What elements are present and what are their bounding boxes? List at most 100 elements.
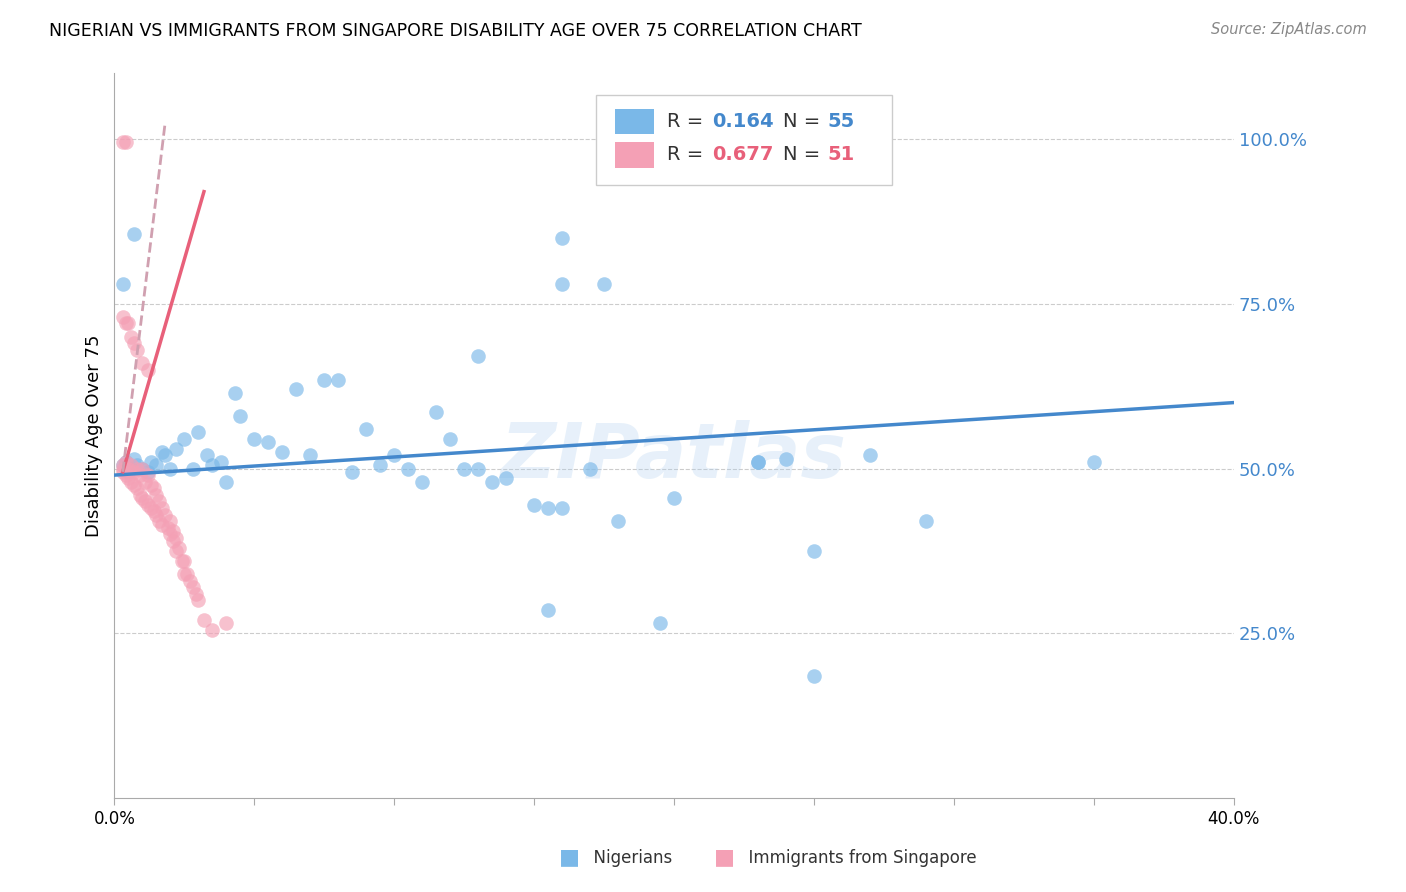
Point <box>439 432 461 446</box>
Point <box>159 461 181 475</box>
Point <box>173 566 195 581</box>
Point <box>224 385 246 400</box>
Point <box>523 498 546 512</box>
Point <box>114 455 136 469</box>
Point <box>165 442 187 456</box>
Point <box>120 329 142 343</box>
Point <box>128 468 150 483</box>
Bar <box>614 109 654 135</box>
Point <box>775 451 797 466</box>
Point <box>150 517 173 532</box>
Point <box>425 405 447 419</box>
Point <box>368 458 391 473</box>
Point <box>342 465 364 479</box>
Point <box>176 566 198 581</box>
Point <box>117 471 139 485</box>
Bar <box>614 142 654 168</box>
Point <box>162 534 184 549</box>
Point <box>145 458 167 473</box>
Point <box>125 461 148 475</box>
Point <box>139 455 162 469</box>
Point <box>167 541 190 555</box>
Point <box>125 458 148 473</box>
Point <box>136 468 159 483</box>
Point <box>111 310 134 324</box>
Point <box>122 227 145 242</box>
Point <box>131 491 153 506</box>
Text: ■: ■ <box>560 847 579 867</box>
Point <box>382 448 405 462</box>
Point <box>201 623 224 637</box>
FancyBboxPatch shape <box>596 95 893 186</box>
Point <box>131 461 153 475</box>
Point <box>173 432 195 446</box>
Text: ■: ■ <box>714 847 734 867</box>
Point <box>131 461 153 475</box>
Point <box>209 455 232 469</box>
Point <box>114 455 136 469</box>
Point <box>481 475 503 489</box>
Point <box>170 554 193 568</box>
Point <box>299 448 322 462</box>
Point <box>125 343 148 357</box>
Point <box>607 514 630 528</box>
Text: 51: 51 <box>828 145 855 164</box>
Point <box>139 478 162 492</box>
Point <box>139 501 162 516</box>
Point <box>128 488 150 502</box>
Point <box>114 317 136 331</box>
Point <box>859 448 882 462</box>
Point <box>159 527 181 541</box>
Text: N =: N = <box>783 145 827 164</box>
Point <box>150 445 173 459</box>
Point <box>122 478 145 492</box>
Point <box>495 471 517 485</box>
Point <box>173 554 195 568</box>
Point <box>114 135 136 149</box>
Point <box>156 521 179 535</box>
Point <box>159 514 181 528</box>
Point <box>134 475 156 489</box>
Point <box>195 448 218 462</box>
Point <box>148 514 170 528</box>
Text: NIGERIAN VS IMMIGRANTS FROM SINGAPORE DISABILITY AGE OVER 75 CORRELATION CHART: NIGERIAN VS IMMIGRANTS FROM SINGAPORE DI… <box>49 22 862 40</box>
Point <box>120 461 142 475</box>
Point <box>747 455 769 469</box>
Point <box>122 451 145 466</box>
Point <box>150 501 173 516</box>
Point <box>187 593 209 607</box>
Point <box>229 409 252 423</box>
Point <box>411 475 433 489</box>
Point <box>803 669 825 683</box>
Point <box>136 362 159 376</box>
Point <box>120 458 142 473</box>
Point <box>215 616 238 631</box>
Point <box>122 465 145 479</box>
Point <box>467 350 489 364</box>
Point <box>165 531 187 545</box>
Point <box>1083 455 1105 469</box>
Point <box>162 524 184 538</box>
Point <box>111 461 134 475</box>
Point <box>142 481 165 495</box>
Point <box>120 475 142 489</box>
Text: N =: N = <box>783 112 827 131</box>
Point <box>803 544 825 558</box>
Point <box>537 501 560 516</box>
Point <box>184 587 207 601</box>
Text: R =: R = <box>668 112 710 131</box>
Point <box>747 455 769 469</box>
Text: Immigrants from Singapore: Immigrants from Singapore <box>738 849 977 867</box>
Point <box>136 465 159 479</box>
Point <box>142 504 165 518</box>
Point <box>136 498 159 512</box>
Point <box>356 422 378 436</box>
Point <box>314 372 336 386</box>
Point <box>201 458 224 473</box>
Text: 55: 55 <box>828 112 855 131</box>
Point <box>145 488 167 502</box>
Point <box>114 468 136 483</box>
Point <box>328 372 350 386</box>
Point <box>551 277 574 291</box>
Point <box>117 465 139 479</box>
